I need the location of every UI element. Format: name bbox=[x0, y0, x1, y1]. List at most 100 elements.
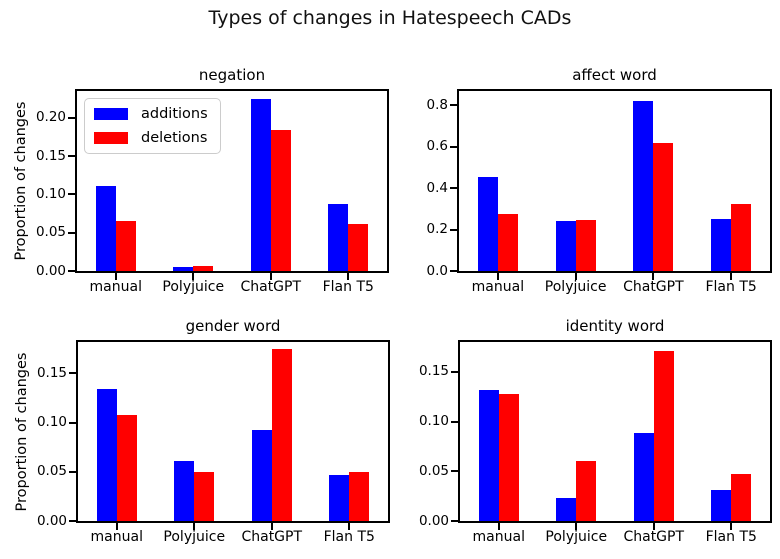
x-tick bbox=[115, 523, 118, 530]
legend-label-additions: additions bbox=[141, 106, 208, 122]
y-tick bbox=[450, 104, 457, 107]
y-tick bbox=[68, 231, 75, 234]
x-tick bbox=[730, 523, 733, 530]
legend: additions deletions bbox=[84, 98, 221, 154]
x-tick bbox=[652, 523, 655, 530]
y-tick-label: 0.00 bbox=[418, 512, 449, 529]
plot-area: 0.00 0.05 0.10 0.15 manual Polyjuice ChatGPT Fl… bbox=[37, 340, 390, 544]
bar-additions-flan-t5 bbox=[711, 219, 732, 271]
x-tick bbox=[574, 273, 577, 280]
bar-deletions-manual bbox=[116, 414, 137, 521]
y-tick-label: 0.10 bbox=[418, 412, 449, 429]
x-tick bbox=[496, 273, 499, 280]
y-tick-label: 0.20 bbox=[35, 109, 66, 126]
y-tick bbox=[450, 187, 457, 190]
subplot-identity-word: identity word 0.00 0.05 0.10 0.15 manual Poly… bbox=[419, 317, 772, 544]
x-tick-label: manual bbox=[90, 529, 143, 545]
subplot-negation: negation Proportion of changes additions… bbox=[13, 66, 389, 294]
y-tick-label: 0.4 bbox=[426, 179, 448, 196]
additions-color-swatch bbox=[94, 108, 128, 121]
bar-deletions-flan-t5 bbox=[348, 224, 369, 271]
bar-additions-manual bbox=[96, 389, 117, 521]
bar-additions-polyjuice bbox=[173, 267, 194, 271]
x-tick bbox=[347, 273, 350, 280]
legend-entry-deletions: deletions bbox=[94, 129, 208, 146]
y-tick-label: 0.10 bbox=[35, 185, 66, 202]
x-tick-label: ChatGPT bbox=[623, 529, 685, 545]
y-tick-label: 0.15 bbox=[36, 364, 67, 381]
plot-area: 0.0 0.2 0.4 0.6 0.8 manual Polyjuice ChatGPT Fla… bbox=[427, 89, 772, 294]
y-tick bbox=[450, 228, 457, 231]
y-tick-label: 0.6 bbox=[426, 138, 448, 155]
y-tick bbox=[450, 270, 457, 272]
x-tick-label: manual bbox=[471, 279, 525, 295]
bar-deletions-flan-t5 bbox=[731, 203, 752, 271]
bar-additions-flan-t5 bbox=[328, 204, 349, 271]
y-axis-label: Proportion of changes bbox=[13, 101, 29, 261]
x-tick-label: Flan T5 bbox=[322, 279, 374, 295]
y-tick bbox=[69, 470, 76, 473]
bar-deletions-polyjuice bbox=[194, 471, 215, 521]
y-tick-label: 0.05 bbox=[418, 462, 449, 479]
bar-additions-polyjuice bbox=[174, 461, 195, 521]
bar-deletions-manual bbox=[498, 393, 519, 521]
bar-additions-chatgpt bbox=[251, 429, 272, 521]
bar-deletions-polyjuice bbox=[576, 461, 597, 521]
y-tick bbox=[451, 370, 458, 373]
bar-additions-polyjuice bbox=[556, 498, 577, 521]
x-tick bbox=[575, 523, 578, 530]
y-tick-label: 0.0 bbox=[426, 262, 448, 279]
bar-deletions-flan-t5 bbox=[349, 471, 370, 521]
y-tick bbox=[68, 270, 75, 272]
y-tick-label: 0.10 bbox=[36, 413, 67, 430]
x-tick bbox=[192, 273, 195, 280]
x-tick bbox=[652, 273, 655, 280]
bar-additions-chatgpt bbox=[633, 432, 654, 521]
y-tick bbox=[69, 421, 76, 424]
bar-additions-chatgpt bbox=[633, 101, 654, 271]
subplot-title-gender-word: gender word bbox=[185, 317, 281, 335]
y-tick bbox=[68, 116, 75, 119]
legend-label-deletions: deletions bbox=[141, 129, 208, 146]
x-tick bbox=[193, 523, 196, 530]
subplot-gender-word: gender word Proportion of changes 0.00 0.… bbox=[14, 317, 390, 544]
x-tick-label: Polyjuice bbox=[545, 529, 608, 545]
y-tick-label: 0.8 bbox=[426, 96, 448, 113]
x-tick-label: Flan T5 bbox=[705, 279, 757, 295]
y-tick bbox=[451, 520, 458, 522]
bar-additions-chatgpt bbox=[250, 99, 271, 271]
bar-additions-manual bbox=[95, 185, 116, 271]
y-tick-label: 0.2 bbox=[426, 220, 448, 237]
bar-deletions-polyjuice bbox=[575, 220, 596, 271]
subplot-title-affect-word: affect word bbox=[572, 66, 657, 84]
x-tick-label: Polyjuice bbox=[163, 529, 226, 545]
x-tick-label: manual bbox=[472, 529, 525, 545]
x-tick bbox=[114, 273, 117, 280]
x-tick-label: Polyjuice bbox=[162, 279, 225, 295]
bar-deletions-chatgpt bbox=[270, 130, 291, 271]
bar-deletions-manual bbox=[115, 221, 136, 271]
subplot-affect-word: affect word 0.0 0.2 0.4 0.6 0.8 manual Polyjui… bbox=[427, 66, 772, 294]
bar-additions-manual bbox=[477, 176, 498, 271]
bar-deletions-chatgpt bbox=[653, 350, 674, 521]
bar-additions-polyjuice bbox=[555, 221, 576, 271]
y-axis-label: Proportion of changes bbox=[14, 352, 30, 511]
x-tick bbox=[497, 523, 500, 530]
y-tick-label: 0.05 bbox=[35, 223, 66, 240]
plot-area: 0.00 0.05 0.10 0.15 manual Polyjuice ChatGPT Fl… bbox=[419, 340, 772, 544]
y-tick bbox=[68, 155, 75, 158]
y-tick-label: 0.15 bbox=[418, 363, 449, 380]
y-tick-label: 0.05 bbox=[36, 463, 67, 480]
x-tick-label: manual bbox=[89, 279, 142, 295]
bar-deletions-polyjuice bbox=[193, 266, 214, 271]
y-tick bbox=[68, 193, 75, 196]
x-tick-label: Flan T5 bbox=[323, 529, 375, 545]
figure-title: Types of changes in Hatespeech CADs bbox=[208, 7, 572, 29]
bar-additions-flan-t5 bbox=[329, 474, 350, 521]
x-tick-label: Flan T5 bbox=[705, 529, 757, 545]
x-tick bbox=[270, 523, 273, 530]
bar-deletions-flan-t5 bbox=[731, 474, 752, 521]
subplot-title-negation: negation bbox=[198, 66, 266, 84]
bar-deletions-chatgpt bbox=[653, 142, 674, 271]
